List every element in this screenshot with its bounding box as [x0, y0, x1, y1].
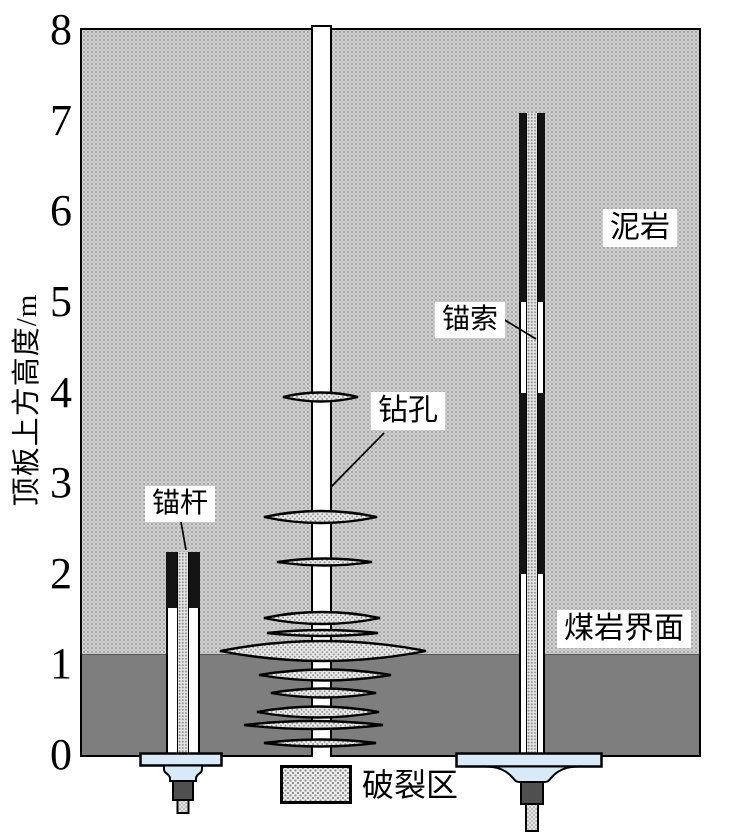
bolt-nut	[172, 780, 194, 801]
cable-bearing-plate	[455, 752, 603, 768]
borehole	[311, 25, 332, 757]
tick-label-4: 4	[50, 367, 72, 417]
bolt-leader-line	[180, 521, 187, 551]
cable-plate-dome	[484, 765, 580, 783]
tick-label-8: 8	[50, 5, 72, 54]
fracture-lens	[266, 628, 379, 638]
tick-label-2: 2	[50, 548, 72, 598]
tick-label-3: 3	[50, 458, 72, 508]
bolt-plate-flange	[163, 764, 203, 782]
fracture-lens	[263, 738, 377, 748]
tick-label-7: 7	[50, 95, 72, 145]
rock-bolt-rod	[177, 552, 189, 757]
borehole-label: 钻孔	[371, 392, 445, 431]
anchor-cable-strand	[526, 113, 538, 757]
bolt-bearing-plate	[139, 752, 223, 767]
cable-lock-nut	[520, 781, 544, 805]
fracture-lens	[256, 705, 380, 719]
fracture-lens	[243, 719, 384, 731]
fracture-lens	[282, 391, 359, 403]
fracture-lens	[263, 509, 378, 525]
interface-label: 煤岩界面	[557, 610, 691, 649]
tick-label-6: 6	[50, 186, 72, 236]
tick-label-1: 1	[50, 639, 72, 689]
tick-label-0: 0	[50, 730, 72, 779]
bolt-tail	[176, 799, 190, 814]
leader-lines	[180, 318, 537, 551]
cable-label: 锚索	[435, 302, 506, 339]
cable-plate-assembly	[455, 752, 603, 832]
fracture-lens	[258, 668, 392, 682]
fracture-lens	[270, 687, 377, 699]
fracture-lens	[276, 557, 373, 567]
bolt-label: 锚杆	[145, 486, 216, 523]
plot-area: 锚杆 钻孔 锚索 泥岩 煤岩界面	[80, 25, 701, 757]
mudstone-label: 泥岩	[603, 209, 677, 248]
fracture-lens	[263, 610, 381, 626]
tick-label-5: 5	[50, 276, 72, 326]
cable-leader-line	[502, 318, 537, 340]
bolt-plate-assembly	[139, 752, 223, 814]
cable-tail	[525, 803, 539, 832]
fracture-zone-legend-label: 破裂区	[362, 767, 459, 803]
fracture-lens	[219, 639, 427, 663]
fracture-lenses-layer	[219, 391, 427, 748]
borehole-leader-line	[330, 432, 385, 488]
fracture-zone-legend-swatch	[280, 765, 352, 804]
